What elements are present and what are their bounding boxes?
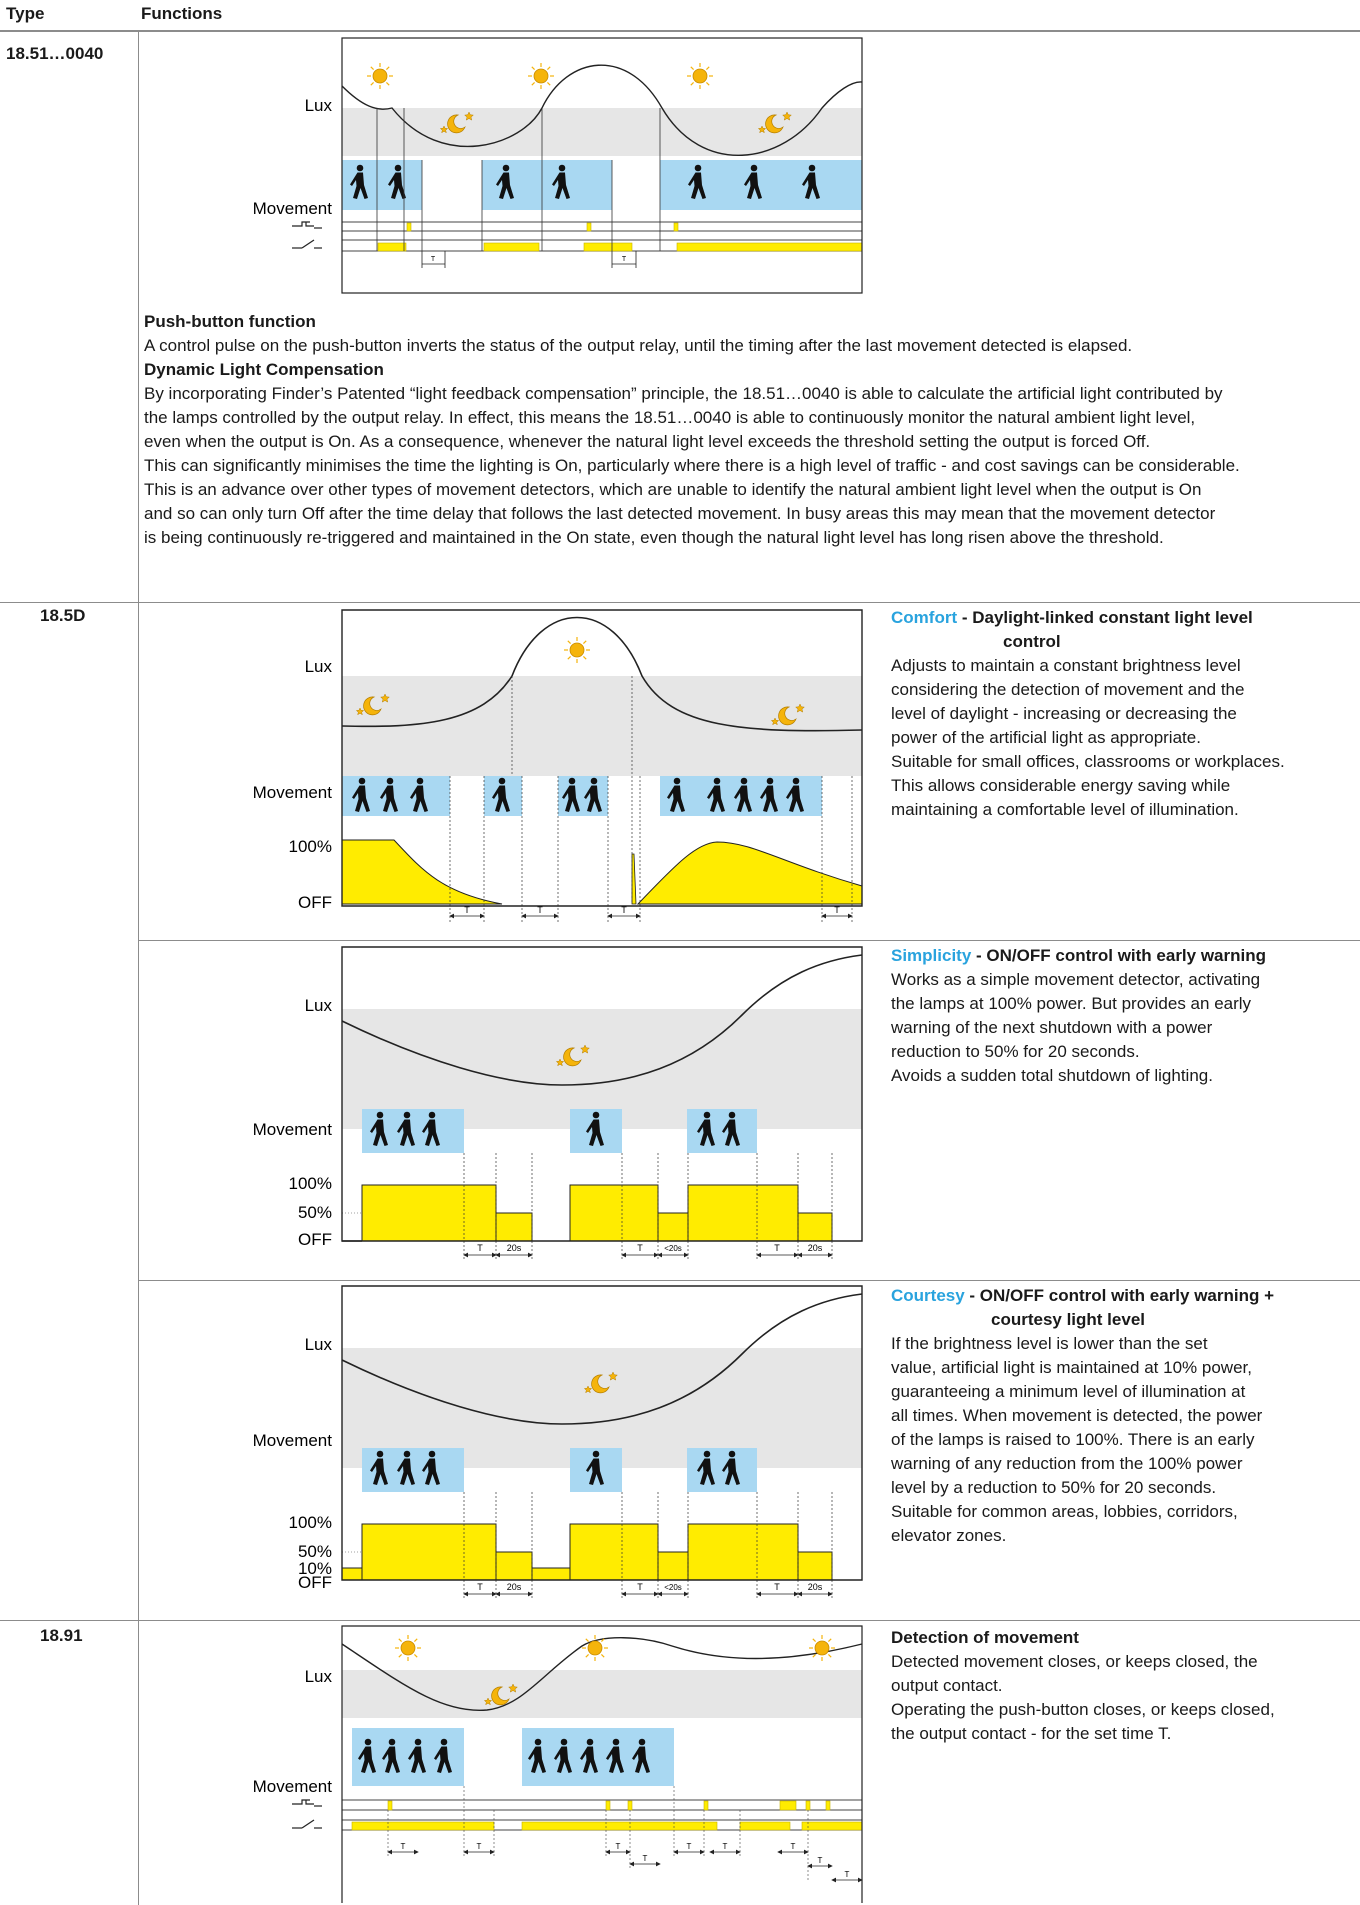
svg-text:100%: 100% — [289, 1513, 332, 1532]
svg-text:Lux: Lux — [305, 996, 333, 1015]
svg-text:OFF: OFF — [298, 893, 332, 912]
svg-text:T: T — [637, 1582, 643, 1592]
svg-text:T: T — [687, 1842, 692, 1851]
row-separator — [138, 1280, 1360, 1281]
svg-text:T: T — [616, 1842, 621, 1851]
simplicity-name: Simplicity — [891, 946, 972, 965]
svg-text:T: T — [791, 1842, 796, 1851]
svg-text:T: T — [774, 1582, 780, 1592]
svg-text:OFF: OFF — [298, 1230, 332, 1249]
svg-text:Movement: Movement — [253, 1777, 333, 1796]
comfort-description: Comfort - Daylight-linked constant light… — [891, 608, 1285, 819]
simplicity-description: Simplicity - ON/OFF control with early w… — [891, 946, 1266, 1085]
contact-icon — [292, 239, 322, 249]
type-column-header: Type — [6, 4, 45, 23]
svg-text:10%: 10% — [298, 1559, 332, 1578]
svg-text:50%: 50% — [298, 1542, 332, 1561]
svg-text:100%: 100% — [289, 1174, 332, 1193]
contact-icon — [292, 1819, 322, 1829]
svg-text:<20s: <20s — [664, 1244, 682, 1253]
svg-text:T: T — [477, 1582, 483, 1592]
dlc-heading: Dynamic Light Compensation — [144, 360, 384, 379]
svg-text:100%: 100% — [289, 837, 332, 856]
courtesy-name: Courtesy — [891, 1286, 965, 1305]
pushbutton-icon — [292, 1799, 322, 1807]
svg-text:T: T — [477, 1842, 482, 1851]
svg-text:T: T — [621, 905, 627, 915]
diagram-18-51-0040: T T Lux Movement — [253, 37, 863, 294]
svg-text:T: T — [845, 1870, 850, 1879]
svg-text:T: T — [622, 256, 627, 263]
svg-text:T: T — [431, 256, 436, 263]
movement-label: Movement — [253, 199, 333, 218]
svg-text:Lux: Lux — [305, 1667, 333, 1686]
svg-text:20s: 20s — [507, 1243, 522, 1253]
pushbutton-heading: Push-button function — [144, 312, 316, 331]
diagram-simplicity: T 20s T <20s T 20s Lux Movement 100% 50%… — [253, 946, 863, 1260]
diagram-courtesy: T 20s T <20s T 20s Lux Movement 100% 50%… — [253, 1285, 863, 1599]
svg-text:T: T — [477, 1243, 483, 1253]
svg-text:Lux: Lux — [305, 657, 333, 676]
svg-text:Movement: Movement — [253, 783, 333, 802]
diagram-comfort: T T T T Lux Movement 100% OFF — [253, 609, 863, 923]
courtesy-description: Courtesy - ON/OFF control with early war… — [891, 1286, 1275, 1545]
diagram-18-91: T T T T T T T T T Lux Movement — [253, 1625, 863, 1903]
svg-text:20s: 20s — [507, 1582, 522, 1592]
svg-text:<20s: <20s — [664, 1583, 682, 1592]
svg-text:T: T — [637, 1243, 643, 1253]
detection-description: Detection of movement Detected movement … — [891, 1626, 1356, 1746]
svg-text:T: T — [834, 905, 840, 915]
comfort-name: Comfort — [891, 608, 958, 627]
svg-text:T: T — [774, 1243, 780, 1253]
svg-text:T: T — [401, 1842, 406, 1851]
svg-text:Movement: Movement — [253, 1431, 333, 1450]
pushbutton-icon — [292, 221, 322, 229]
svg-text:Lux: Lux — [305, 1335, 333, 1354]
svg-text:T: T — [818, 1856, 823, 1865]
svg-text:20s: 20s — [808, 1582, 823, 1592]
detection-title: Detection of movement — [891, 1628, 1079, 1647]
row-separator — [138, 940, 1360, 941]
row-separator — [0, 602, 1360, 603]
svg-text:20s: 20s — [808, 1243, 823, 1253]
description-18-51-0040: Push-button function A control pulse on … — [144, 310, 1354, 550]
type-18-91: 18.91 — [40, 1626, 83, 1645]
lux-label: Lux — [305, 96, 333, 115]
svg-text:T: T — [723, 1842, 728, 1851]
functions-column-header: Functions — [141, 4, 223, 23]
type-18-51-0040: 18.51…0040 — [6, 44, 104, 63]
svg-text:OFF: OFF — [298, 1573, 332, 1592]
pushbutton-body: A control pulse on the push-button inver… — [144, 336, 1133, 355]
svg-text:50%: 50% — [298, 1203, 332, 1222]
svg-text:Movement: Movement — [253, 1120, 333, 1139]
svg-text:T: T — [643, 1854, 648, 1863]
row-separator — [0, 1620, 1360, 1621]
column-divider — [138, 30, 139, 1905]
svg-text:T: T — [537, 905, 543, 915]
svg-text:T: T — [464, 905, 470, 915]
table-header: Type Functions — [0, 0, 1360, 32]
type-18-5d: 18.5D — [40, 606, 86, 625]
